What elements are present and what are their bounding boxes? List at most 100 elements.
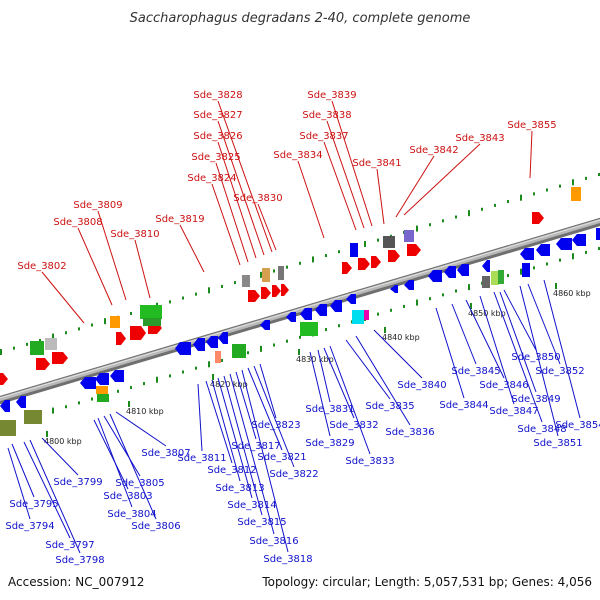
- gene-label-lower[interactable]: Sde_3829: [305, 438, 354, 449]
- leader-line: [217, 120, 265, 256]
- gene-arrow: [260, 320, 270, 330]
- tick-mark: [169, 374, 171, 378]
- gene-label-lower[interactable]: Sde_3818: [263, 554, 312, 565]
- gene-label-upper[interactable]: Sde_3837: [299, 131, 348, 142]
- gene-arrow: [428, 270, 442, 282]
- gene-label-lower[interactable]: Sde_3795: [9, 499, 58, 510]
- kbp-tick: [128, 401, 130, 407]
- gene-label-lower[interactable]: Sde_3813: [215, 483, 264, 494]
- gene-label-lower[interactable]: Sde_3797: [45, 540, 94, 551]
- gene-label-upper[interactable]: Sde_3819: [155, 214, 204, 225]
- gene-box: [300, 322, 318, 336]
- gene-label-lower[interactable]: Sde_3823: [251, 420, 300, 431]
- gene-label-upper[interactable]: Sde_3839: [307, 90, 356, 101]
- gene-box: [383, 236, 395, 248]
- gene-arrow: [110, 370, 124, 382]
- leader-line: [115, 411, 167, 447]
- gene-arrow: [536, 244, 550, 256]
- gene-box: [140, 305, 162, 319]
- gene-arrow: [16, 396, 26, 408]
- gene-label-upper[interactable]: Sde_3842: [409, 145, 458, 156]
- gene-label-upper[interactable]: Sde_3810: [110, 229, 159, 240]
- leader-line: [7, 447, 31, 520]
- tick-mark: [325, 254, 327, 258]
- tick-label: 4860 kbp: [553, 289, 591, 298]
- gene-box: [596, 228, 600, 240]
- gene-label-upper[interactable]: Sde_3809: [73, 200, 122, 211]
- tick-mark: [533, 192, 535, 196]
- gene-arrow: [272, 285, 281, 297]
- tick-mark: [91, 397, 93, 401]
- gene-label-lower[interactable]: Sde_3807: [141, 448, 190, 459]
- gene-label-upper[interactable]: Sde_3830: [233, 193, 282, 204]
- gene-label-lower[interactable]: Sde_3822: [269, 469, 318, 480]
- gene-label-lower[interactable]: Sde_3840: [397, 380, 446, 391]
- gene-label-lower[interactable]: Sde_3847: [489, 406, 538, 417]
- gene-label-upper[interactable]: Sde_3825: [191, 152, 240, 163]
- gene-label-upper[interactable]: Sde_3828: [193, 90, 242, 101]
- gene-arrow: [281, 284, 289, 296]
- gene-arrow: [95, 373, 109, 385]
- leader-line: [435, 307, 465, 399]
- gene-box: [491, 271, 499, 285]
- leader-line: [215, 162, 249, 263]
- gene-label-upper[interactable]: Sde_3808: [53, 217, 102, 228]
- tick-mark: [39, 338, 41, 342]
- gene-label-lower[interactable]: Sde_3805: [115, 478, 164, 489]
- gene-label-upper[interactable]: Sde_3855: [507, 120, 556, 131]
- kbp-tick: [470, 303, 472, 309]
- map-title: Saccharophagus degradans 2-40, complete …: [130, 11, 471, 26]
- gene-label-upper[interactable]: Sde_3824: [187, 173, 236, 184]
- tick-mark: [52, 407, 54, 414]
- leader-line: [205, 380, 233, 464]
- leader-line: [97, 210, 127, 301]
- gene-label-upper[interactable]: Sde_3838: [302, 110, 351, 121]
- gene-label-lower[interactable]: Sde_3849: [511, 394, 560, 405]
- gene-label-lower[interactable]: Sde_3806: [131, 521, 180, 532]
- gene-label-lower[interactable]: Sde_3844: [439, 400, 488, 411]
- gene-label-lower[interactable]: Sde_3815: [237, 517, 286, 528]
- gene-label-upper[interactable]: Sde_3802: [17, 261, 66, 272]
- gene-label-lower[interactable]: Sde_3794: [5, 521, 54, 532]
- tick-mark: [130, 385, 132, 389]
- gene-label-lower[interactable]: Sde_3845: [451, 366, 500, 377]
- gene-label-upper[interactable]: Sde_3826: [193, 131, 242, 142]
- gene-label-lower[interactable]: Sde_3850: [511, 352, 560, 363]
- gene-label-upper[interactable]: Sde_3834: [273, 150, 322, 161]
- gene-label-lower[interactable]: Sde_3846: [479, 380, 528, 391]
- gene-label-upper[interactable]: Sde_3827: [193, 110, 242, 121]
- gene-arrow: [532, 212, 544, 224]
- gene-label-lower[interactable]: Sde_3836: [385, 427, 434, 438]
- gene-label-upper[interactable]: Sde_3843: [455, 133, 504, 144]
- kbp-tick: [298, 349, 300, 355]
- gene-label-lower[interactable]: Sde_3832: [329, 420, 378, 431]
- gene-label-lower[interactable]: Sde_3814: [227, 500, 276, 511]
- gene-label-lower[interactable]: Sde_3833: [345, 456, 394, 467]
- gene-label-lower[interactable]: Sde_3811: [177, 453, 226, 464]
- leader-line: [527, 283, 561, 365]
- gene-label-lower[interactable]: Sde_3852: [535, 366, 584, 377]
- tick-mark: [91, 323, 93, 327]
- gene-label-lower[interactable]: Sde_3798: [55, 555, 104, 566]
- gene-arrow: [404, 280, 414, 290]
- gene-label-lower[interactable]: Sde_3812: [207, 465, 256, 476]
- gene-label-lower[interactable]: Sde_3821: [257, 452, 306, 463]
- gene-label-upper[interactable]: Sde_3841: [352, 158, 401, 169]
- gene-arrow: [130, 326, 146, 340]
- gene-label-lower[interactable]: Sde_3854: [555, 420, 600, 431]
- gene-label-lower[interactable]: Sde_3799: [53, 477, 102, 488]
- tick-label: 4810 kbp: [126, 407, 164, 416]
- gene-label-lower[interactable]: Sde_3851: [533, 438, 582, 449]
- gene-label-lower[interactable]: Sde_3848: [517, 424, 566, 435]
- gene-label-lower[interactable]: Sde_3804: [107, 509, 156, 520]
- gene-label-lower[interactable]: Sde_3835: [365, 401, 414, 412]
- gene-label-lower[interactable]: Sde_3831: [305, 404, 354, 415]
- leader-line: [77, 227, 113, 306]
- tick-mark: [195, 366, 197, 370]
- gene-label-lower[interactable]: Sde_3803: [103, 491, 152, 502]
- leader-line: [519, 285, 559, 437]
- gene-label-lower[interactable]: Sde_3817: [231, 441, 280, 452]
- gene-label-lower[interactable]: Sde_3816: [249, 536, 298, 547]
- genome-info: Topology: circular; Length: 5,057,531 bp…: [261, 575, 592, 589]
- tick-mark: [416, 299, 418, 306]
